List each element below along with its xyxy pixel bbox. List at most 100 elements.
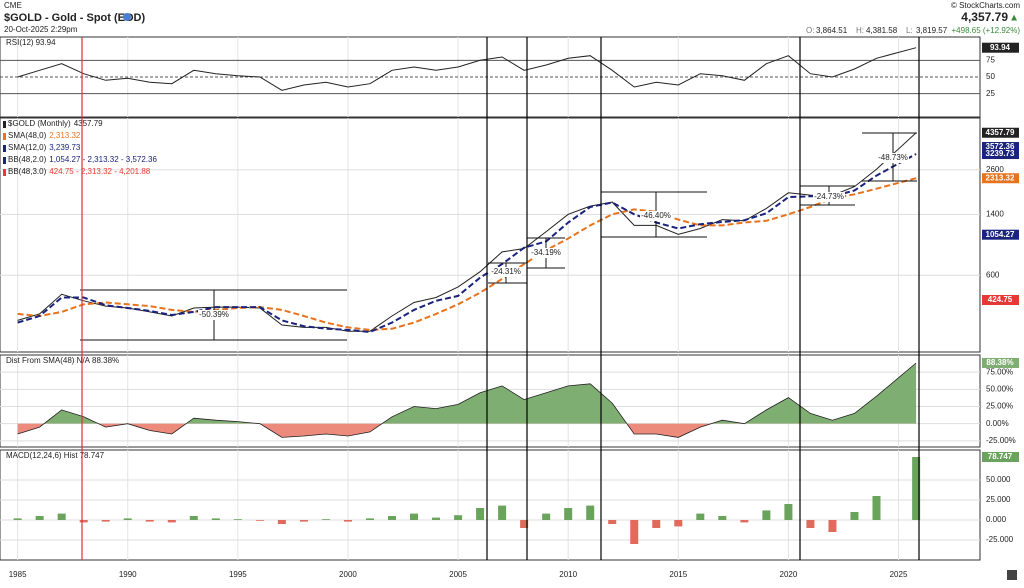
annotation: -46.40% [641, 211, 671, 220]
arrow: ▲ [1009, 13, 1019, 24]
y-tick-label: 25.000 [986, 495, 1011, 504]
hist-bar [410, 513, 419, 520]
hist-bar [35, 516, 44, 520]
y-tick-label: -25.00% [986, 436, 1016, 445]
x-tick-label: 1990 [119, 570, 137, 579]
hist-bar [432, 517, 441, 520]
legend-swatch [3, 169, 6, 176]
y-tick-label: 50.00% [986, 384, 1013, 393]
exchange: CME [4, 1, 22, 10]
legend-value: 1,054.27 - 2,313.32 - 3,572.36 [49, 155, 157, 164]
value-badge [982, 173, 1019, 184]
badge-label: 4357.79 [986, 128, 1015, 137]
hist-bar [255, 520, 264, 521]
ohlc-key: H: [856, 26, 864, 35]
value-badge [982, 229, 1019, 240]
annotation: -48.73% [878, 153, 908, 162]
markers [81, 37, 920, 560]
panel-title: MACD(12,24,6) Hist [6, 451, 78, 460]
panel [0, 354, 981, 448]
annotation-bg [640, 211, 672, 221]
panel-last: 78.747 [80, 451, 105, 460]
value-badge [982, 295, 1019, 306]
value-badge [982, 452, 1019, 463]
hist-bar [498, 505, 507, 520]
hist-bar [343, 520, 352, 522]
x-tick-label: 1985 [9, 570, 27, 579]
hist-bar [321, 519, 330, 520]
hist-bar [277, 520, 286, 524]
legend-name: SMA(48,0) [8, 131, 47, 140]
hist-bar [189, 516, 198, 520]
credit: © StockCharts.com [951, 1, 1020, 10]
legend-swatch [3, 157, 6, 164]
hist-bar [630, 520, 639, 544]
y-tick-label: 25 [986, 89, 995, 98]
hist-bar [850, 512, 859, 520]
hist-bar [476, 508, 485, 520]
hist-bar [79, 520, 88, 523]
legend-swatch [3, 145, 6, 152]
x-tick-label: 2010 [559, 570, 577, 579]
hist-bar [167, 520, 176, 523]
hist-bar [388, 516, 396, 520]
x-tick-label: 2005 [449, 570, 467, 579]
hist-bar [586, 505, 595, 520]
annotation-bg [813, 192, 845, 202]
hist-bar [762, 510, 771, 520]
y-tick-label: 50 [986, 72, 995, 81]
legend-name: SMA(12,0) [8, 143, 47, 152]
panel-title: Dist From SMA(48) N/A [6, 356, 91, 365]
hist-bar [101, 520, 110, 522]
panel-title: RSI(12) [6, 38, 34, 47]
settings-icon[interactable] [1007, 570, 1017, 580]
hist-bar [542, 513, 551, 520]
price: 4,357.79 [961, 10, 1008, 24]
badge-label: 424.75 [988, 295, 1013, 304]
annotation-bg [877, 153, 909, 163]
y-tick-label: 2600 [986, 165, 1004, 174]
y-tick-label: 0.000 [986, 515, 1007, 524]
ohlc-value: 3,819.57 [916, 26, 948, 35]
legend-value: 3,239.73 [49, 143, 81, 152]
badge-label: 2313.32 [986, 173, 1015, 182]
annotation: -24.73% [814, 192, 844, 201]
panel-last: 88.38% [92, 356, 119, 365]
panel [0, 117, 981, 353]
hist-bar [211, 518, 220, 520]
hist-bar [13, 518, 22, 520]
ohlc-value: 3,864.51 [816, 26, 848, 35]
hist-bar [740, 520, 749, 523]
legend-name: $GOLD (Monthly) [8, 119, 71, 128]
y-tick-label: 50.000 [986, 475, 1011, 484]
y-tick-label: -25.000 [986, 535, 1014, 544]
hist-bar [912, 457, 921, 520]
y-tick-label: 75 [986, 55, 995, 64]
annotation-bg [490, 267, 522, 277]
hist-bar [674, 520, 683, 527]
hist-bar [696, 513, 705, 520]
hist-bar [57, 513, 66, 520]
x-tick-label: 2020 [780, 570, 798, 579]
value-badge [982, 149, 1019, 160]
area-positive [44, 363, 917, 424]
annotation: -34.19% [531, 248, 561, 257]
value-badge [982, 142, 1019, 153]
hist-bar [299, 520, 308, 522]
hist-bar [806, 520, 815, 528]
value-badge [982, 127, 1019, 138]
x-tick-label: 2015 [669, 570, 687, 579]
x-tick-label: 2025 [890, 570, 908, 579]
badge-label: 88.38% [986, 358, 1013, 367]
badge-label: 3572.36 [986, 142, 1015, 151]
hist-bar [828, 520, 837, 532]
x-tick-label: 2000 [339, 570, 357, 579]
series-line [17, 153, 917, 334]
y-tick-label: 25.00% [986, 402, 1013, 411]
legend-value: 4357.79 [74, 119, 103, 128]
hist-bar [454, 515, 463, 520]
panel-last: 93.94 [36, 38, 57, 47]
info-icon[interactable] [123, 13, 131, 21]
change: +498.65 (+12.92%) [952, 26, 1021, 35]
